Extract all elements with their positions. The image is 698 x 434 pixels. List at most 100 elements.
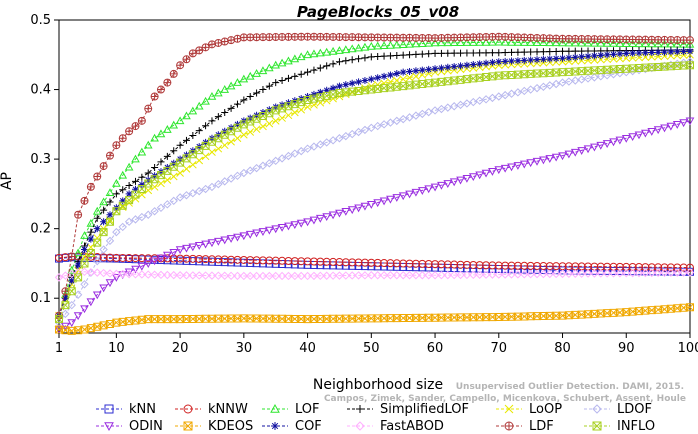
data-point-fastabod: [558, 269, 567, 279]
data-point-ldof: [462, 99, 472, 108]
data-point-inflo: [118, 201, 127, 210]
data-point-odin: [532, 157, 542, 166]
data-point-simplifiedlof: [361, 54, 369, 62]
data-point-loop: [565, 57, 573, 66]
data-point-simplifiedlof: [329, 60, 337, 68]
data-point-knnw: [297, 257, 306, 266]
data-point-lof: [277, 58, 287, 67]
data-point-kdeos: [118, 317, 127, 326]
data-point-knn: [615, 267, 624, 276]
data-point-simplifiedlof: [208, 117, 216, 125]
data-point-fastabod: [328, 271, 338, 280]
data-point-loop: [163, 176, 172, 184]
data-point-knnw: [278, 256, 287, 265]
data-point-odin: [398, 192, 408, 201]
data-point-odin: [163, 251, 172, 260]
data-point-knnw: [252, 256, 261, 265]
data-point-ldf: [86, 182, 95, 191]
data-point-odin: [290, 221, 300, 230]
data-point-ldof: [290, 149, 300, 158]
data-point-kdeos: [80, 325, 89, 334]
legend-item-inflo: INFLO: [584, 419, 655, 434]
data-point-knnw: [647, 263, 656, 272]
series-fastabod: [54, 267, 695, 282]
data-point-ldf: [131, 122, 140, 131]
data-point-knnw: [348, 258, 357, 267]
data-point-loop: [673, 51, 682, 60]
data-point-odin: [379, 197, 389, 206]
data-point-simplifiedlof: [189, 131, 197, 139]
data-point-ldf: [214, 38, 223, 47]
data-point-ldof: [418, 109, 427, 119]
data-point-odin: [392, 194, 402, 202]
data-point-lof: [621, 39, 631, 47]
data-point-ldf: [112, 141, 121, 150]
data-point-cof: [106, 211, 114, 219]
data-point-inflo: [482, 73, 491, 82]
data-point-lof: [615, 39, 625, 47]
data-point-lof: [347, 44, 357, 53]
data-point-fastabod: [469, 270, 478, 280]
data-point-ldof: [347, 129, 357, 139]
data-point-odin: [226, 235, 236, 243]
data-point-lof: [500, 37, 510, 46]
data-point-knnw: [628, 262, 637, 271]
data-point-fastabod: [252, 271, 261, 281]
data-point-inflo: [80, 259, 89, 268]
data-point-knn: [488, 264, 497, 273]
data-point-inflo: [99, 228, 108, 237]
data-point-cof: [680, 48, 688, 56]
legend-label: INFLO: [617, 419, 655, 434]
legend-item-ldof: LDOF: [584, 402, 652, 417]
data-point-fastabod: [500, 270, 510, 279]
data-point-simplifiedlof: [291, 72, 299, 80]
data-point-ldof: [513, 88, 523, 97]
data-point-fastabod: [347, 271, 357, 280]
data-point-fastabod: [144, 270, 153, 279]
data-point-fastabod: [169, 270, 178, 280]
data-point-inflo: [386, 83, 395, 92]
data-point-odin: [150, 257, 159, 266]
data-point-lof: [507, 37, 516, 46]
legend-item-odin: ODIN: [96, 419, 163, 434]
data-point-knnw: [443, 260, 452, 269]
data-point-odin: [347, 206, 357, 215]
data-point-cof: [603, 51, 611, 59]
legend-label: LoOP: [529, 402, 562, 417]
data-point-knnw: [360, 258, 369, 267]
x-tick-label: 40: [299, 341, 316, 356]
data-point-cof: [361, 77, 369, 85]
data-point-inflo: [182, 154, 191, 163]
data-point-fastabod: [475, 270, 484, 279]
data-point-fastabod: [526, 270, 535, 279]
data-point-cof: [367, 75, 375, 83]
data-point-fastabod: [341, 271, 351, 280]
data-point-ldof: [449, 102, 459, 111]
data-point-knn: [533, 265, 542, 274]
data-point-inflo: [265, 109, 274, 118]
data-point-lof: [322, 47, 332, 56]
data-point-inflo: [246, 117, 255, 126]
series-line-odin: [58, 120, 691, 330]
data-point-simplifiedlof: [265, 82, 273, 90]
data-point-loop: [412, 72, 420, 81]
legend-label: COF: [295, 419, 322, 434]
data-point-odin: [80, 305, 89, 314]
data-point-fastabod: [309, 271, 319, 281]
data-point-inflo: [399, 82, 408, 91]
data-point-inflo: [309, 94, 318, 103]
data-point-odin: [679, 119, 688, 128]
data-point-lof: [411, 39, 421, 48]
data-point-loop: [239, 130, 248, 139]
data-point-lof: [443, 38, 453, 47]
data-point-inflo: [278, 104, 287, 113]
data-point-lof: [328, 46, 338, 55]
data-point-ldof: [322, 138, 331, 147]
data-point-knnw: [469, 260, 478, 269]
data-point-cof: [552, 55, 560, 63]
data-point-cof: [533, 56, 541, 64]
data-point-ldf: [74, 210, 83, 219]
data-point-fastabod: [443, 270, 453, 280]
data-point-ldf: [93, 172, 102, 181]
data-point-fastabod: [513, 270, 523, 279]
